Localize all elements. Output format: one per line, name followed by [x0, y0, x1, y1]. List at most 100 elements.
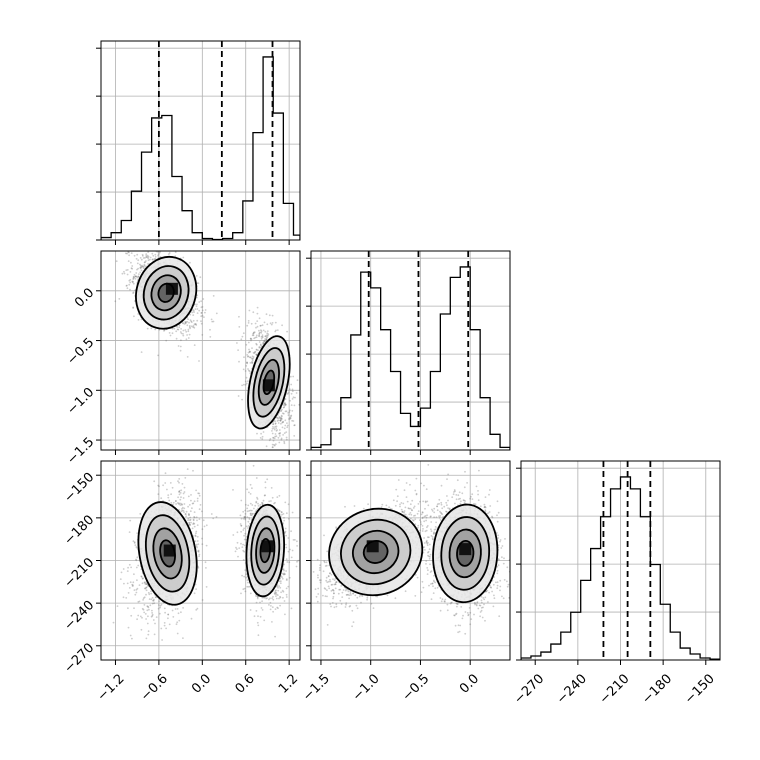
- scatter-p1-p2-contour-0-0: [135, 255, 198, 330]
- scatter-p1-p3-point: [180, 489, 183, 492]
- scatter-p1-p2-point: [132, 282, 135, 285]
- scatter-p1-p3-point: [175, 503, 178, 505]
- scatter-p1-p2-point: [137, 267, 140, 270]
- scatter-p1-p2-point: [255, 343, 258, 346]
- scatter-p1-p2-point: [282, 434, 284, 436]
- scatter-p1-p2-point: [182, 334, 185, 337]
- scatter-p1-p3-point: [195, 543, 198, 546]
- scatter-p1-p2-point: [266, 330, 269, 332]
- scatter-p1-p3-point: [180, 611, 182, 614]
- scatter-p1-p2-point: [180, 332, 183, 335]
- scatter-p1-p2-point: [190, 320, 193, 323]
- scatter-p1-p3-point: [163, 624, 166, 627]
- scatter-p1-p3-point: [127, 592, 130, 594]
- scatter-p1-p2-point: [196, 319, 199, 322]
- scatter-p1-p2-point: [134, 275, 137, 278]
- scatter-p1-p2-point: [200, 312, 203, 314]
- scatter-p1-p2-point: [262, 343, 265, 345]
- scatter-p1-p3-point: [130, 614, 133, 617]
- scatter-p1-p2-point: [248, 351, 251, 353]
- scatter-p1-p3-point: [146, 622, 149, 625]
- scatter-p1-p2-point: [281, 412, 284, 415]
- scatter-p1-p3-point: [183, 503, 186, 505]
- scatter-p1-p3-point: [183, 507, 186, 510]
- scatter-p1-p2-point: [128, 254, 131, 257]
- scatter-p1-p2-point: [251, 361, 253, 363]
- scatter-p1-p2-point: [249, 337, 252, 340]
- scatter-p1-p2-point: [282, 421, 284, 423]
- scatter-p1-p2-point: [149, 256, 152, 259]
- scatter-p1-p2-point: [195, 324, 198, 326]
- scatter-p1-p2-point: [139, 267, 142, 270]
- scatter-p1-p2-point: [258, 335, 260, 338]
- scatter-p1-p2-point: [252, 311, 255, 314]
- scatter-p1-p3-point: [249, 585, 251, 588]
- scatter-p1-p2-point: [163, 247, 165, 249]
- scatter-p1-p3-point: [139, 615, 142, 618]
- scatter-p1-p3-point: [197, 492, 200, 495]
- scatter-p1-p3-point: [193, 522, 196, 525]
- scatter-p1-p2-point: [246, 324, 249, 327]
- scatter-p1-p2-point: [292, 420, 295, 422]
- scatter-p1-p3-point: [196, 607, 199, 610]
- scatter-p1-p3-point: [189, 516, 192, 519]
- scatter-p1-p2-point: [281, 415, 283, 418]
- scatter-p1-p2-point: [126, 284, 128, 287]
- scatter-p1-p2-point: [286, 424, 289, 427]
- scatter-p1-p2-point: [187, 337, 190, 339]
- scatter-p1-p2-point: [255, 334, 258, 337]
- scatter-p1-p3-point: [145, 582, 148, 585]
- scatter-p1-p2-point: [269, 438, 272, 440]
- scatter-p1-p3-point: [150, 615, 153, 618]
- scatter-p1-p2-point: [252, 356, 255, 358]
- scatter-p1-p2-point: [247, 341, 250, 344]
- scatter-p1-p3-point: [187, 495, 190, 498]
- scatter-p1-p3-point: [198, 553, 201, 556]
- scatter-p1-p3-point: [132, 584, 134, 587]
- scatter-p1-p2-point: [129, 271, 132, 273]
- scatter-p1-p2-point: [177, 328, 180, 331]
- scatter-p1-p2-point: [144, 257, 146, 259]
- scatter-p1-p3-point: [152, 599, 155, 602]
- scatter-p1-p3-point: [281, 572, 284, 575]
- scatter-p1-p2-point: [131, 281, 134, 284]
- scatter-p1-p2-point: [192, 325, 195, 327]
- scatter-p1-p3-point: [128, 563, 131, 566]
- scatter-p1-p3-point: [205, 586, 208, 588]
- scatter-p1-p2-point: [304, 362, 306, 364]
- scatter-p1-p2-point: [253, 337, 256, 340]
- scatter-p1-p2-point: [248, 370, 251, 373]
- scatter-p1-p2-point: [255, 336, 258, 339]
- scatter-p1-p3-point: [148, 598, 151, 600]
- scatter-p1-p2-point: [255, 342, 258, 345]
- scatter-p1-p3-point: [188, 514, 190, 516]
- scatter-p1-p3-point: [141, 607, 144, 610]
- scatter-p1-p2-point: [139, 257, 142, 259]
- scatter-p1-p2-point: [293, 404, 296, 407]
- scatter-p1-p3-point: [122, 568, 125, 570]
- scatter-p1-p2-point: [132, 292, 135, 294]
- scatter-p1-p2-point: [270, 323, 273, 326]
- scatter-p1-p2-point: [263, 341, 265, 343]
- scatter-p1-p2-point: [271, 443, 274, 446]
- scatter-p1-p2-point: [145, 256, 148, 258]
- scatter-p1-p3-point: [132, 581, 135, 584]
- scatter-p1-p2-point: [245, 343, 248, 346]
- scatter-p1-p2-point: [168, 252, 171, 254]
- scatter-p1-p3-point: [151, 612, 154, 614]
- scatter-p1-p2-point: [283, 432, 286, 434]
- scatter-p1-p3-point: [201, 537, 203, 540]
- scatter-p1-p2-point: [283, 406, 285, 409]
- scatter-p1-p3-point: [178, 491, 181, 493]
- scatter-p1-p3-point: [179, 498, 182, 501]
- scatter-p1-p2-point: [259, 437, 262, 439]
- scatter-p1-p3-point: [215, 516, 218, 518]
- scatter-p1-p2-point: [258, 346, 261, 348]
- scatter-p1-p2-point: [291, 419, 293, 422]
- scatter-p1-p2-point: [153, 258, 156, 260]
- scatter-p1-p3-point: [120, 571, 123, 574]
- scatter-p1-p2-point: [137, 313, 140, 315]
- scatter-p1-p2-point: [290, 414, 293, 417]
- scatter-p1-p3-point: [178, 619, 181, 622]
- scatter-p1-p2-point: [145, 255, 148, 257]
